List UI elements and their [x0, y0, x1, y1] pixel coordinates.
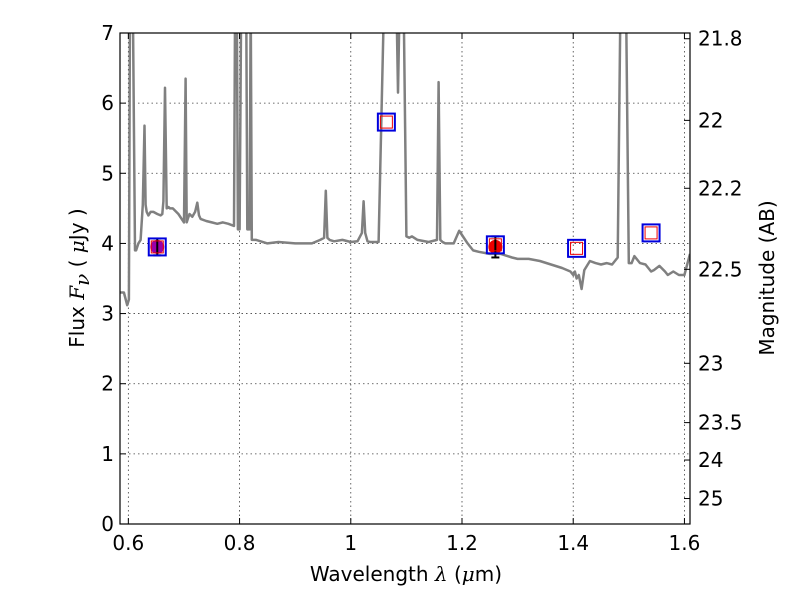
y2-tick-label: 22.2: [698, 176, 743, 200]
y-tick-label: 1: [101, 442, 114, 466]
x-tick-label: 0.6: [112, 531, 144, 555]
model-point-outer: [641, 223, 661, 243]
y-tick-label: 7: [101, 21, 114, 45]
y-tick-label: 6: [101, 91, 114, 115]
model-point-inner: [379, 115, 393, 129]
y-tick-label: 2: [101, 372, 114, 396]
photometry-points: [147, 112, 661, 259]
x-tick-label: 1: [344, 531, 357, 555]
x-tick-label: 1.4: [557, 531, 589, 555]
model-point-inner: [488, 238, 502, 252]
y2-tick-label: 23: [698, 351, 723, 375]
model-point-outer: [147, 237, 167, 257]
x-tick-label: 1.6: [669, 531, 701, 555]
y2-tick-label: 21.8: [698, 27, 743, 51]
x-axis-label: Wavelength λ (μm): [310, 562, 502, 586]
y2-tick-label: 22: [698, 108, 723, 132]
spectrum-series: [120, 33, 690, 307]
model-point-outer: [376, 112, 396, 132]
y-axis-label: Flux Fν ( μJy ): [65, 208, 94, 347]
y2-tick-label: 23.5: [698, 411, 743, 435]
plot-frame: [119, 32, 691, 525]
y2-tick-label: 24: [698, 448, 723, 472]
y-tick-label: 5: [101, 161, 114, 185]
model-point-inner: [150, 240, 164, 254]
x-tick-label: 0.8: [224, 531, 256, 555]
y2-tick-label: 25: [698, 487, 723, 511]
spectrum-line: [120, 33, 690, 307]
y-tick-label: 3: [101, 302, 114, 326]
model-point-outer: [485, 235, 505, 255]
model-point-inner: [644, 226, 658, 240]
model-point-inner: [570, 241, 584, 255]
x-tick-label: 1.2: [446, 531, 478, 555]
y2-tick-label: 22.5: [698, 257, 743, 281]
model-point-outer: [567, 238, 587, 258]
y-tick-label: 0: [101, 512, 114, 536]
y-tick-label: 4: [101, 231, 114, 255]
y2-axis-label: Magnitude (AB): [755, 200, 779, 355]
